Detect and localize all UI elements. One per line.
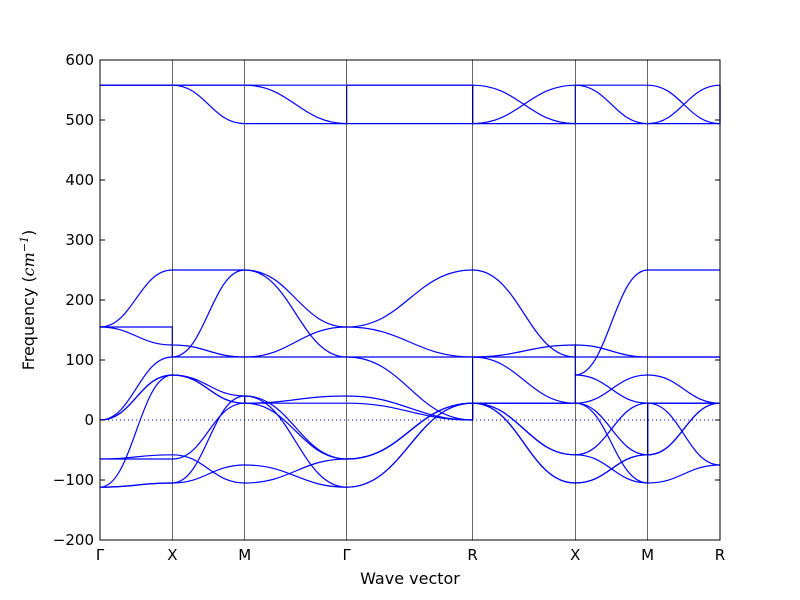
y-tick-label: 500 <box>65 111 94 129</box>
phonon-band-line <box>99 356 721 421</box>
x-tick-label: Γ <box>343 546 352 564</box>
phonon-band-line <box>100 269 720 376</box>
axes-background <box>100 60 720 540</box>
x-tick-label: Γ <box>96 546 105 564</box>
x-tick-label: X <box>570 546 580 564</box>
high-symmetry-lines <box>172 60 648 540</box>
y-axis-label-prefix: Frequency ( <box>19 276 38 370</box>
y-tick-label: −100 <box>53 471 94 489</box>
x-axis-label: Wave vector <box>360 569 460 588</box>
y-tick-label: 0 <box>84 411 94 429</box>
x-tick-label: M <box>238 546 251 564</box>
y-tick-label: 300 <box>65 231 94 249</box>
plot-area <box>99 59 721 541</box>
y-tick-label: 400 <box>65 171 94 189</box>
x-tick-label: X <box>167 546 177 564</box>
phonon-band-line <box>99 269 720 358</box>
y-axis-label: Frequency (cm−1) <box>18 230 38 371</box>
phonon-band-line <box>100 84 721 125</box>
phonon-band-line <box>99 402 720 488</box>
y-tick-label: 200 <box>65 291 94 309</box>
y-axis-ticks: −200 −100 0 100 200 300 400 500 600 <box>53 51 720 549</box>
x-tick-label: R <box>715 546 725 564</box>
y-axis-label-suffix: ) <box>19 230 38 236</box>
x-tick-label: R <box>467 546 477 564</box>
y-tick-label: 100 <box>65 351 94 369</box>
y-tick-label: 600 <box>65 51 94 69</box>
y-tick-label: −200 <box>53 531 94 549</box>
y-axis-label-exponent: −1 <box>18 236 31 252</box>
y-axis-label-unit: cm <box>19 252 38 276</box>
phonon-band-line <box>99 269 720 358</box>
x-tick-label: M <box>641 546 654 564</box>
